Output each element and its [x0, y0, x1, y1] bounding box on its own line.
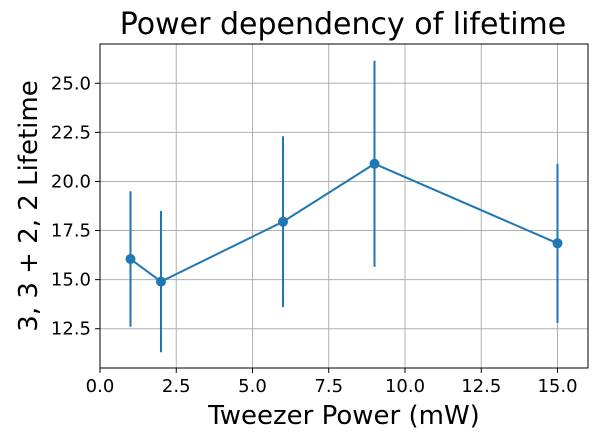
x-tick-label: 12.5	[461, 376, 501, 397]
data-point	[369, 158, 380, 169]
y-tick-label: 15.0	[51, 270, 91, 291]
x-axis-label: Tweezer Power (mW)	[207, 401, 480, 431]
data-point	[278, 216, 288, 227]
y-tick-label: 12.5	[51, 319, 91, 340]
y-tick-label: 25.0	[51, 73, 91, 94]
chart-title: Power dependency of lifetime	[120, 7, 566, 42]
x-tick-label: 7.5	[314, 376, 343, 397]
x-tick-label: 5.0	[238, 376, 267, 397]
x-tick-label: 15.0	[537, 376, 577, 397]
y-tick-label: 17.5	[51, 221, 91, 242]
grid	[99, 44, 588, 368]
x-tick-label: 10.0	[385, 376, 425, 397]
data-point	[156, 276, 166, 287]
x-tick-label: 2.5	[162, 376, 191, 397]
plot-frame	[99, 43, 589, 369]
y-axis-label: 3, 3 + 2, 2 Lifetime	[14, 80, 44, 331]
data-point	[125, 254, 136, 265]
data-series	[125, 60, 563, 353]
y-tick-label: 22.5	[51, 122, 91, 143]
y-tick-label: 20.0	[51, 171, 91, 192]
data-point	[552, 238, 563, 249]
x-axis-ticks: 0.0 2.5 5.0 7.5 10.0 12.5 15.0	[86, 368, 578, 397]
x-tick-label: 0.0	[86, 376, 115, 397]
y-axis-ticks: 12.5 15.0 17.5 20.0 22.5 25.0	[51, 73, 100, 340]
